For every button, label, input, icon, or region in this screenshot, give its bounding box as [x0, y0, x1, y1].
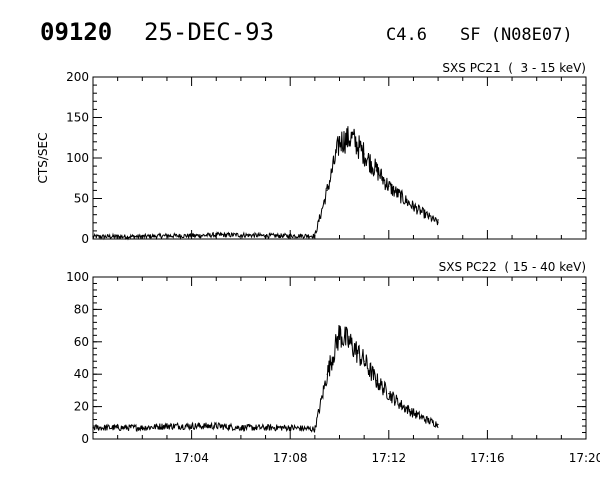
data-point — [412, 206, 415, 208]
data-point — [141, 235, 143, 238]
event-date: 25-DEC-93 — [144, 18, 274, 46]
pc22-series — [92, 333, 439, 430]
data-point — [289, 427, 291, 429]
y-tick-label: 80 — [74, 302, 89, 316]
data-point — [375, 169, 378, 171]
axis-ticks — [92, 276, 587, 440]
x-tick-label: 17:04 — [174, 451, 209, 465]
data-point — [437, 423, 439, 426]
y-axis-label: CTS/SEC — [36, 133, 50, 184]
data-point — [338, 141, 341, 143]
goes-class: C4.6 — [386, 25, 427, 45]
data-point — [117, 427, 119, 429]
data-point — [363, 360, 365, 362]
y-tick-label: 0 — [81, 432, 89, 446]
y-tick-labels: 0 20 40 60 80 100 — [66, 270, 89, 446]
data-point — [314, 235, 316, 237]
y-tick-label: 20 — [74, 400, 89, 414]
data-point — [326, 373, 328, 375]
y-tick-label: 100 — [66, 270, 89, 284]
pc22-raw-trace — [92, 324, 439, 433]
y-tick-label: 60 — [74, 335, 89, 349]
y-tick-label: 40 — [74, 367, 89, 381]
data-point — [437, 222, 439, 224]
y-tick-label: 200 — [66, 70, 89, 84]
data-point — [289, 235, 291, 237]
data-point — [264, 427, 267, 429]
data-point — [363, 153, 365, 155]
x-tick-label: 17:08 — [273, 451, 308, 465]
panel-pc22: SXS PC22 ( 15 - 40 keV) 0 20 40 60 80 100 17:… — [66, 260, 600, 465]
data-point — [215, 425, 217, 427]
x-tick-label: 17:12 — [372, 451, 407, 465]
data-point — [412, 412, 415, 414]
data-point — [375, 380, 378, 382]
data-point — [326, 189, 328, 191]
pc21-series — [92, 137, 439, 238]
data-point — [264, 235, 267, 237]
data-point — [141, 427, 143, 429]
x-tick-label: 17:16 — [470, 451, 505, 465]
y-tick-label: 0 — [81, 232, 89, 246]
data-point — [117, 235, 119, 238]
x-tick-labels: 17:04 17:08 17:12 17:16 17:20 — [174, 451, 600, 465]
panel-title-pc22: SXS PC22 ( 15 - 40 keV) — [439, 260, 586, 274]
data-point — [240, 234, 242, 236]
data-point — [425, 214, 427, 216]
plot-frame — [92, 76, 587, 240]
data-point — [338, 333, 341, 335]
panel-title-pc21: SXS PC21 ( 3 - 15 keV) — [442, 61, 586, 75]
data-point — [388, 185, 390, 187]
y-tick-labels: 0 50 100 150 200 — [66, 70, 89, 246]
data-point — [92, 427, 94, 429]
event-id: 09120 — [40, 18, 112, 46]
data-point — [215, 234, 217, 236]
data-point — [191, 235, 193, 237]
data-point — [314, 428, 316, 430]
y-tick-label: 50 — [74, 192, 89, 206]
data-point — [388, 393, 390, 395]
data-point — [351, 137, 353, 139]
data-point — [400, 404, 402, 406]
y-tick-label: 150 — [66, 111, 89, 125]
pc21-raw-trace — [92, 126, 439, 241]
data-point — [400, 196, 402, 198]
data-point — [92, 235, 94, 238]
data-point — [166, 235, 168, 237]
data-point — [351, 344, 353, 346]
data-point — [166, 425, 168, 427]
plot-frame — [92, 276, 587, 440]
x-tick-label: 17:20 — [569, 451, 600, 465]
axis-ticks — [92, 76, 587, 240]
data-point — [425, 418, 427, 421]
data-point — [240, 427, 242, 429]
panel-pc21: SXS PC21 ( 3 - 15 keV) CTS/SEC 0 50 100 150… — [36, 61, 587, 246]
flare-location: SF (N08E07) — [460, 25, 573, 45]
data-point — [191, 425, 193, 427]
y-tick-label: 100 — [66, 151, 89, 165]
